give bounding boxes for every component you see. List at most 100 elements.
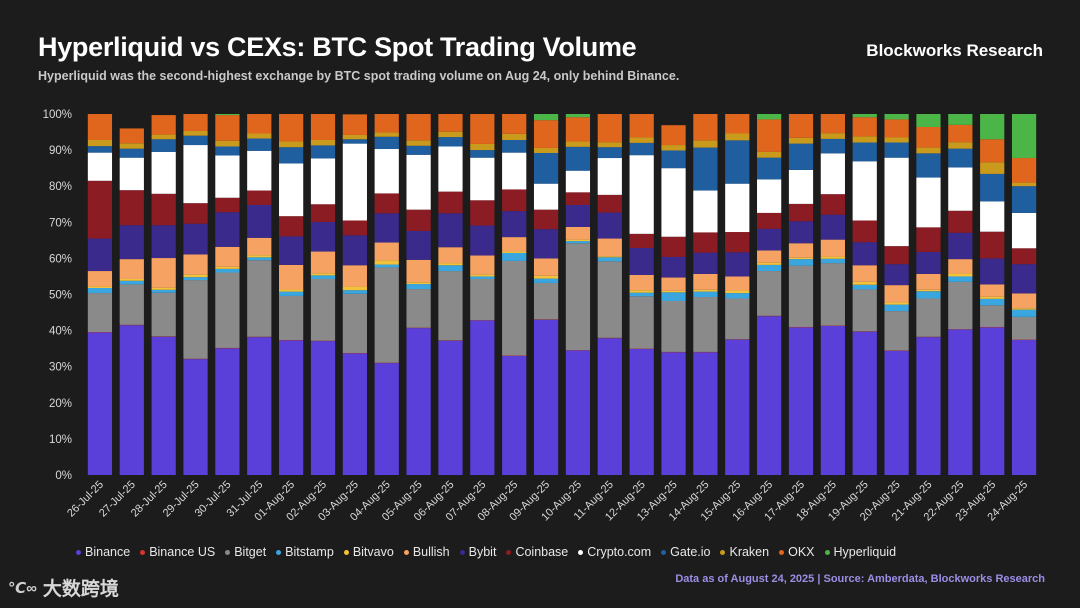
legend-label: Hyperliquid [833,545,897,559]
bar-segment-binance [757,316,782,475]
bar-segment-bitvavo [565,239,591,242]
source-note: Data as of August 24, 2025 | Source: Amb… [675,573,1045,585]
bar-segment-gate-io [342,139,367,144]
bar-segment-bitvavo [693,289,718,292]
y-tick-label: 40% [49,326,72,338]
bar-segment-hyperliquid [916,114,941,127]
legend-item: Hyperliquid [824,545,897,559]
bar-segment-kraken [693,140,718,148]
bar-segment-gate-io [279,147,304,164]
bar-segment-bybit [310,221,336,252]
bar-segment-bitvavo [406,282,431,285]
bar-segment-bitstamp [757,264,782,272]
bar-segment-binance [310,341,336,475]
bar-segment-coinbase [916,227,941,252]
bar-segment-bullish [788,243,814,258]
bar-segment-crypto-com [183,145,208,204]
bar-segment-bullish [279,264,304,290]
legend-item: Coinbase [506,545,568,559]
bar-segment-okx [1011,158,1037,183]
bar-segment-bitvavo [279,289,304,292]
legend-item: Bitget [225,545,266,559]
bar-segment-crypto-com [693,190,718,233]
bar-segment-bybit [374,213,399,243]
bar-segment-bitstamp [852,284,877,290]
legend-item: Binance [76,545,130,559]
bar-segment-binance [693,352,718,475]
bar-segment-bitstamp [948,276,973,282]
bar-segment-gate-io [87,146,113,153]
bar-segment-kraken [1011,182,1037,187]
bar-segment-coinbase [342,220,367,236]
bar-segment-coinbase [151,193,176,226]
bar-segment-kraken [820,133,845,139]
bar-segment-binance [884,350,909,475]
bar-segment-kraken [279,141,304,148]
bar-segment-bybit [87,238,113,272]
bar-segment-okx [279,114,304,142]
bar-segment-coinbase [406,209,431,231]
bar-segment-bitvavo [310,273,336,276]
bar-segment-bitstamp [597,257,622,262]
bar-segment-coinbase [629,233,654,248]
y-tick-label: 80% [49,181,72,193]
bar-segment-binance [597,338,622,475]
bar-segment-bitstamp [87,288,113,294]
bar-segment-kraken [119,143,144,149]
bar-segment-bitvavo [247,255,272,258]
bar-segment-crypto-com [310,158,336,205]
y-tick-label: 60% [49,253,72,265]
bar-segment-kraken [310,139,336,146]
y-tick-label: 30% [49,362,72,374]
bar-segment-coinbase [757,212,782,229]
bar-segment-bitstamp [310,275,336,279]
legend-label: Bitvavo [352,545,394,559]
bar-segment-bitstamp [884,304,909,312]
bar-segment-bitget [215,272,240,348]
bar-segment-binance [820,325,845,475]
bar-segment-binance [725,339,750,476]
bar-segment-bitstamp [788,259,814,266]
bar-segment-bullish [884,285,909,303]
bar-segment-bitget [310,278,336,341]
bar-segment-bullish [247,237,272,256]
bar-segment-gate-io [757,157,782,180]
bar-segment-bitstamp [374,264,399,268]
y-tick-label: 20% [49,398,72,410]
bar-segment-bitvavo [119,278,144,281]
bar-segment-gate-io [438,137,463,147]
bar-segment-okx [757,119,782,152]
bar-segment-binance [342,353,367,475]
bar-segment-okx [310,114,336,140]
bar-segment-bullish [151,258,176,288]
bar-segment-gate-io [980,173,1005,202]
bar-segment-bullish [725,276,750,291]
bar-segment-hyperliquid [948,114,973,125]
bar-segment-crypto-com [629,155,654,234]
bar-segment-bybit [215,212,240,247]
bar-segment-kraken [406,140,431,146]
bar-segment-coinbase [374,193,399,214]
bar-segment-kraken [247,133,272,139]
bar-segment-kraken [852,136,877,143]
bar-segment-bitvavo [916,289,941,292]
bar-segment-kraken [629,137,654,143]
bar-segment-coinbase [533,209,559,230]
bar-segment-kraken [597,142,622,148]
bar-segment-binance [247,337,272,475]
bar-segment-bullish [597,238,622,257]
bar-segment-kraken [565,141,591,147]
bar-segment-binance [438,340,463,475]
bar-segment-kraken [502,133,527,140]
bar-segment-bullish [87,271,113,287]
bar-segment-crypto-com [533,183,559,210]
bar-segment-binance [279,340,304,475]
bar-segment-gate-io [310,145,336,159]
legend-swatch [506,549,512,555]
bar-segment-binance [948,329,973,475]
bar-segment-bitvavo [757,262,782,265]
bar-segment-hyperliquid [757,114,782,120]
bar-segment-bullish [438,247,463,264]
bar-segment-kraken [151,134,176,140]
bar-segment-bybit [757,228,782,251]
